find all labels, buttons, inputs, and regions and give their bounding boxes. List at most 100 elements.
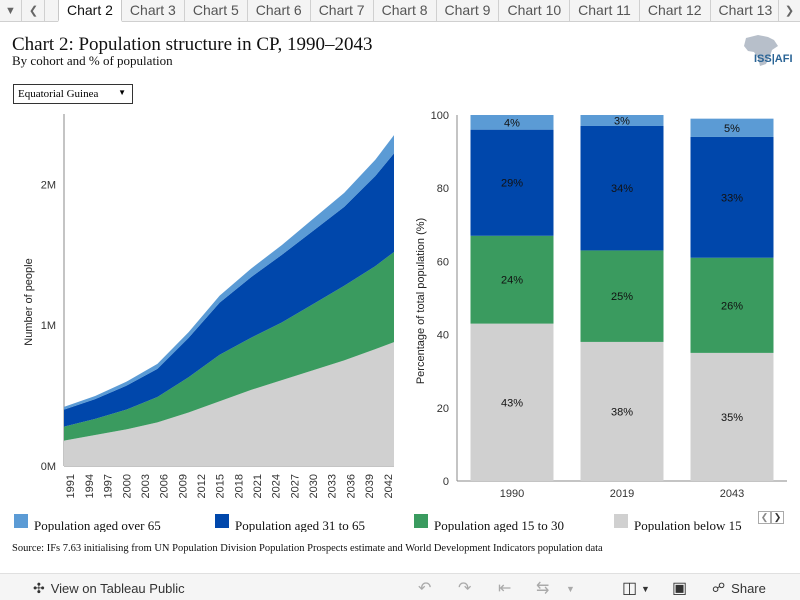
legend-swatch <box>414 514 428 528</box>
x-tick-label: 2027 <box>289 474 301 498</box>
x-tick-label: 2000 <box>121 474 133 498</box>
bar-segment <box>580 341 664 481</box>
x-tick-label: 2021 <box>252 474 264 498</box>
tab-chart-7[interactable]: Chart 7 <box>311 0 374 22</box>
undo-icon[interactable]: ↶ <box>418 580 432 597</box>
chevron-left-icon[interactable]: ❮ <box>758 511 771 524</box>
y-tick-label: 2M <box>41 179 56 191</box>
share-icon: ☍ <box>712 580 726 595</box>
refresh-caret-icon[interactable]: ▼ <box>566 584 575 594</box>
bar-segment <box>690 136 774 258</box>
chevron-right-icon[interactable]: ❯ <box>778 0 800 21</box>
bar-data-label: 5% <box>724 123 740 135</box>
x-tick-label: 2036 <box>345 474 357 498</box>
y-axis-label: Number of people <box>23 258 35 345</box>
x-tick-label: 2039 <box>364 474 376 498</box>
area-series <box>64 153 394 427</box>
legend-pager: ❮ ❯ <box>758 511 784 524</box>
tab-chart-13[interactable]: Chart 13 <box>711 0 782 22</box>
legend-item[interactable]: Population aged 31 to 65 <box>215 512 365 532</box>
bar-segment <box>690 257 774 353</box>
x-tick-label: 2033 <box>327 474 339 498</box>
tab-chart-12[interactable]: Chart 12 <box>640 0 711 22</box>
x-tick-label: 2003 <box>140 474 152 498</box>
source-note: Source: IFs 7.63 initialising from UN Po… <box>12 543 603 554</box>
area-series <box>64 251 394 441</box>
download-caret-icon[interactable]: ▼ <box>641 584 650 594</box>
legend-swatch <box>215 514 229 528</box>
tableau-icon: ✣ <box>33 580 45 596</box>
page-subtitle: By cohort and % of population <box>12 53 173 68</box>
area-chart: 0M 1M 2M 1991 1994 1997 2000 2003 2006 2009 2012 20… <box>23 114 395 498</box>
y-tick-label: 0M <box>41 461 56 473</box>
tab-chart-9[interactable]: Chart 9 <box>437 0 500 22</box>
revert-icon[interactable]: ⇤ <box>498 580 512 597</box>
share-label: Share <box>731 580 766 596</box>
tab-chart-6[interactable]: Chart 6 <box>248 0 311 22</box>
fullscreen-icon[interactable]: ▣ <box>672 580 688 597</box>
x-tick-label: 2019 <box>610 488 634 500</box>
x-tick-label: 2009 <box>177 474 189 498</box>
download-icon[interactable]: ◫ <box>622 580 638 597</box>
view-on-tableau-link[interactable]: ✣ View on Tableau Public <box>33 580 185 597</box>
legend-swatch <box>14 514 28 528</box>
legend-swatch <box>614 514 628 528</box>
bar-data-label: 35% <box>721 412 743 424</box>
bar-data-label: 26% <box>721 300 743 312</box>
legend: Population aged over 65 Population aged 3… <box>0 510 800 532</box>
tab-chart-11[interactable]: Chart 11 <box>570 0 640 22</box>
chevron-left-icon[interactable]: ❮ <box>23 0 45 21</box>
legend-item[interactable]: Population below 15 <box>614 512 742 532</box>
chevron-right-icon[interactable]: ❯ <box>771 511 784 524</box>
legend-label: Population aged 31 to 65 <box>235 518 365 532</box>
y-tick-label: 20 <box>437 403 449 415</box>
tableau-footer: ✣ View on Tableau Public ↶ ↷ ⇤ ⇆ ▼ ◫ ▼ ▣… <box>0 573 800 600</box>
caret-down-icon: ▼ <box>118 88 126 97</box>
y-tick-label: 100 <box>431 110 449 122</box>
legend-item[interactable]: Population aged 15 to 30 <box>414 512 564 532</box>
x-tick-label: 2018 <box>233 474 245 498</box>
bar-segment <box>690 352 774 481</box>
x-tick-label: 2006 <box>159 474 171 498</box>
tab-chart-2[interactable]: Chart 2 <box>58 0 122 22</box>
bar-segment <box>470 115 554 130</box>
bar-chart: 0 20 40 60 80 100 43% 24% 29% 4% 1990 38% 25% 34% 3% 20… <box>415 110 787 500</box>
bar-data-label: 29% <box>501 178 523 190</box>
legend-item[interactable]: Population aged over 65 <box>14 512 161 532</box>
legend-label: Population aged 15 to 30 <box>434 518 564 532</box>
share-button[interactable]: ☍ Share <box>712 580 766 596</box>
tab-menu-caret-icon[interactable]: ▼ <box>0 0 22 21</box>
refresh-icon[interactable]: ⇆ <box>536 580 550 597</box>
bar-data-label: 33% <box>721 192 743 204</box>
legend-label: Population aged over 65 <box>34 518 161 532</box>
tab-chart-8[interactable]: Chart 8 <box>374 0 437 22</box>
bar-segment <box>470 235 554 324</box>
bar-data-label: 34% <box>611 183 633 195</box>
tab-chart-5[interactable]: Chart 5 <box>185 0 248 22</box>
tab-chart-10[interactable]: Chart 10 <box>499 0 571 22</box>
x-tick-label: 2024 <box>271 474 283 498</box>
y-tick-label: 80 <box>437 183 449 195</box>
y-tick-label: 60 <box>437 256 449 268</box>
area-series <box>64 342 394 466</box>
bar-segment <box>580 250 664 342</box>
tab-chart-3[interactable]: Chart 3 <box>122 0 185 22</box>
charts-area: 0M 1M 2M 1991 1994 1997 2000 2003 2006 2009 2012 20… <box>23 110 787 500</box>
bar-segment <box>580 125 664 251</box>
legend-label: Population below 15 <box>634 518 742 532</box>
bar-segment <box>470 323 554 481</box>
country-dropdown[interactable]: Equatorial Guinea ▼ <box>13 84 133 104</box>
x-tick-label: 2030 <box>308 474 320 498</box>
bar-data-label: 3% <box>614 115 630 127</box>
bar-data-label: 43% <box>501 397 523 409</box>
x-tick-label: 2015 <box>215 474 227 498</box>
x-tick-label: 1994 <box>84 474 96 498</box>
bar-segment <box>470 129 554 236</box>
country-dropdown-value: Equatorial Guinea <box>18 88 99 100</box>
x-tick-label: 1997 <box>103 474 115 498</box>
y-axis-label: Percentage of total population (%) <box>415 218 427 384</box>
x-tick-label: 1990 <box>500 488 524 500</box>
redo-icon[interactable]: ↷ <box>458 580 472 597</box>
bar-data-label: 25% <box>611 291 633 303</box>
